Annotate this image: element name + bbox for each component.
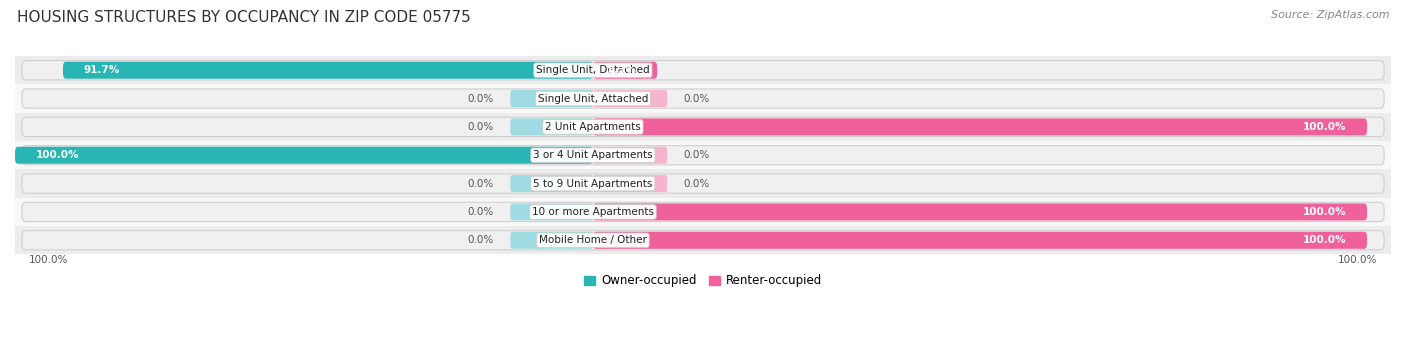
- FancyBboxPatch shape: [593, 232, 1367, 249]
- Text: 10 or more Apartments: 10 or more Apartments: [531, 207, 654, 217]
- Text: 0.0%: 0.0%: [683, 150, 710, 160]
- FancyBboxPatch shape: [15, 141, 1391, 169]
- FancyBboxPatch shape: [22, 117, 1384, 136]
- FancyBboxPatch shape: [15, 147, 593, 164]
- FancyBboxPatch shape: [15, 169, 1391, 198]
- FancyBboxPatch shape: [22, 231, 1384, 250]
- Text: 100.0%: 100.0%: [28, 255, 67, 265]
- FancyBboxPatch shape: [510, 90, 593, 107]
- Text: 0.0%: 0.0%: [468, 207, 494, 217]
- FancyBboxPatch shape: [15, 198, 1391, 226]
- Text: Single Unit, Attached: Single Unit, Attached: [537, 94, 648, 104]
- Text: 100.0%: 100.0%: [35, 150, 79, 160]
- FancyBboxPatch shape: [15, 84, 1391, 113]
- Text: 5 to 9 Unit Apartments: 5 to 9 Unit Apartments: [533, 179, 652, 188]
- FancyBboxPatch shape: [593, 62, 657, 79]
- Text: 100.0%: 100.0%: [1339, 255, 1378, 265]
- FancyBboxPatch shape: [22, 146, 1384, 165]
- Text: 0.0%: 0.0%: [468, 235, 494, 245]
- Legend: Owner-occupied, Renter-occupied: Owner-occupied, Renter-occupied: [579, 270, 827, 292]
- FancyBboxPatch shape: [510, 175, 593, 192]
- FancyBboxPatch shape: [510, 118, 593, 135]
- Text: 100.0%: 100.0%: [1303, 207, 1347, 217]
- FancyBboxPatch shape: [15, 113, 1391, 141]
- Text: HOUSING STRUCTURES BY OCCUPANCY IN ZIP CODE 05775: HOUSING STRUCTURES BY OCCUPANCY IN ZIP C…: [17, 10, 471, 25]
- Text: 100.0%: 100.0%: [1303, 235, 1347, 245]
- Text: Single Unit, Detached: Single Unit, Detached: [536, 65, 650, 75]
- Text: 0.0%: 0.0%: [468, 179, 494, 188]
- Text: 3 or 4 Unit Apartments: 3 or 4 Unit Apartments: [533, 150, 652, 160]
- FancyBboxPatch shape: [22, 61, 1384, 80]
- Text: 0.0%: 0.0%: [468, 122, 494, 132]
- Text: 100.0%: 100.0%: [1303, 122, 1347, 132]
- FancyBboxPatch shape: [22, 174, 1384, 193]
- Text: 2 Unit Apartments: 2 Unit Apartments: [546, 122, 641, 132]
- FancyBboxPatch shape: [593, 175, 668, 192]
- FancyBboxPatch shape: [510, 203, 593, 221]
- FancyBboxPatch shape: [593, 203, 1367, 221]
- FancyBboxPatch shape: [593, 118, 1367, 135]
- FancyBboxPatch shape: [593, 90, 668, 107]
- Text: Source: ZipAtlas.com: Source: ZipAtlas.com: [1271, 10, 1389, 20]
- Text: 91.7%: 91.7%: [83, 65, 120, 75]
- FancyBboxPatch shape: [15, 226, 1391, 254]
- FancyBboxPatch shape: [22, 89, 1384, 108]
- Text: 0.0%: 0.0%: [683, 94, 710, 104]
- FancyBboxPatch shape: [22, 202, 1384, 222]
- Text: 0.0%: 0.0%: [683, 179, 710, 188]
- FancyBboxPatch shape: [63, 62, 593, 79]
- Text: Mobile Home / Other: Mobile Home / Other: [538, 235, 647, 245]
- FancyBboxPatch shape: [15, 56, 1391, 84]
- FancyBboxPatch shape: [593, 147, 668, 164]
- Text: 8.3%: 8.3%: [607, 65, 637, 75]
- FancyBboxPatch shape: [510, 232, 593, 249]
- Text: 0.0%: 0.0%: [468, 94, 494, 104]
